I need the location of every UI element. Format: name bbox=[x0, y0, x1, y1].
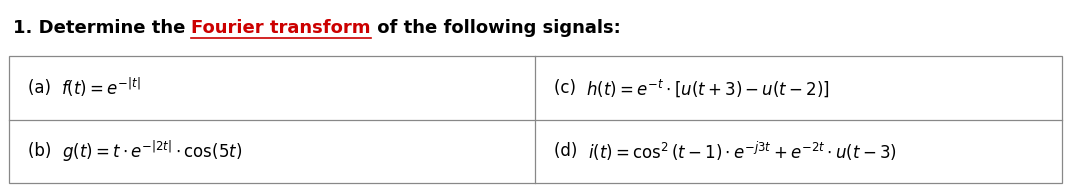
Text: $g(t)=t\cdot e^{-|2t|}\cdot\cos(5t)$: $g(t)=t\cdot e^{-|2t|}\cdot\cos(5t)$ bbox=[62, 139, 242, 164]
Text: $h(t)=e^{-t}\cdot\left[u(t+3)-u(t-2)\right]$: $h(t)=e^{-t}\cdot\left[u(t+3)-u(t-2)\rig… bbox=[587, 77, 831, 99]
Text: Fourier transform: Fourier transform bbox=[192, 19, 371, 37]
Text: 1. Determine the: 1. Determine the bbox=[13, 19, 192, 37]
Text: of the following signals:: of the following signals: bbox=[371, 19, 621, 37]
Text: (b): (b) bbox=[28, 142, 62, 160]
Text: (d): (d) bbox=[554, 142, 588, 160]
Text: (c): (c) bbox=[554, 79, 587, 97]
Text: $i(t)=\cos^{2}(t-1)\cdot e^{-j3t}+e^{-2t}\cdot u(t-3)$: $i(t)=\cos^{2}(t-1)\cdot e^{-j3t}+e^{-2t… bbox=[588, 140, 897, 163]
Text: (a): (a) bbox=[28, 79, 61, 97]
Text: $f(t)=e^{-|t|}$: $f(t)=e^{-|t|}$ bbox=[61, 76, 141, 99]
